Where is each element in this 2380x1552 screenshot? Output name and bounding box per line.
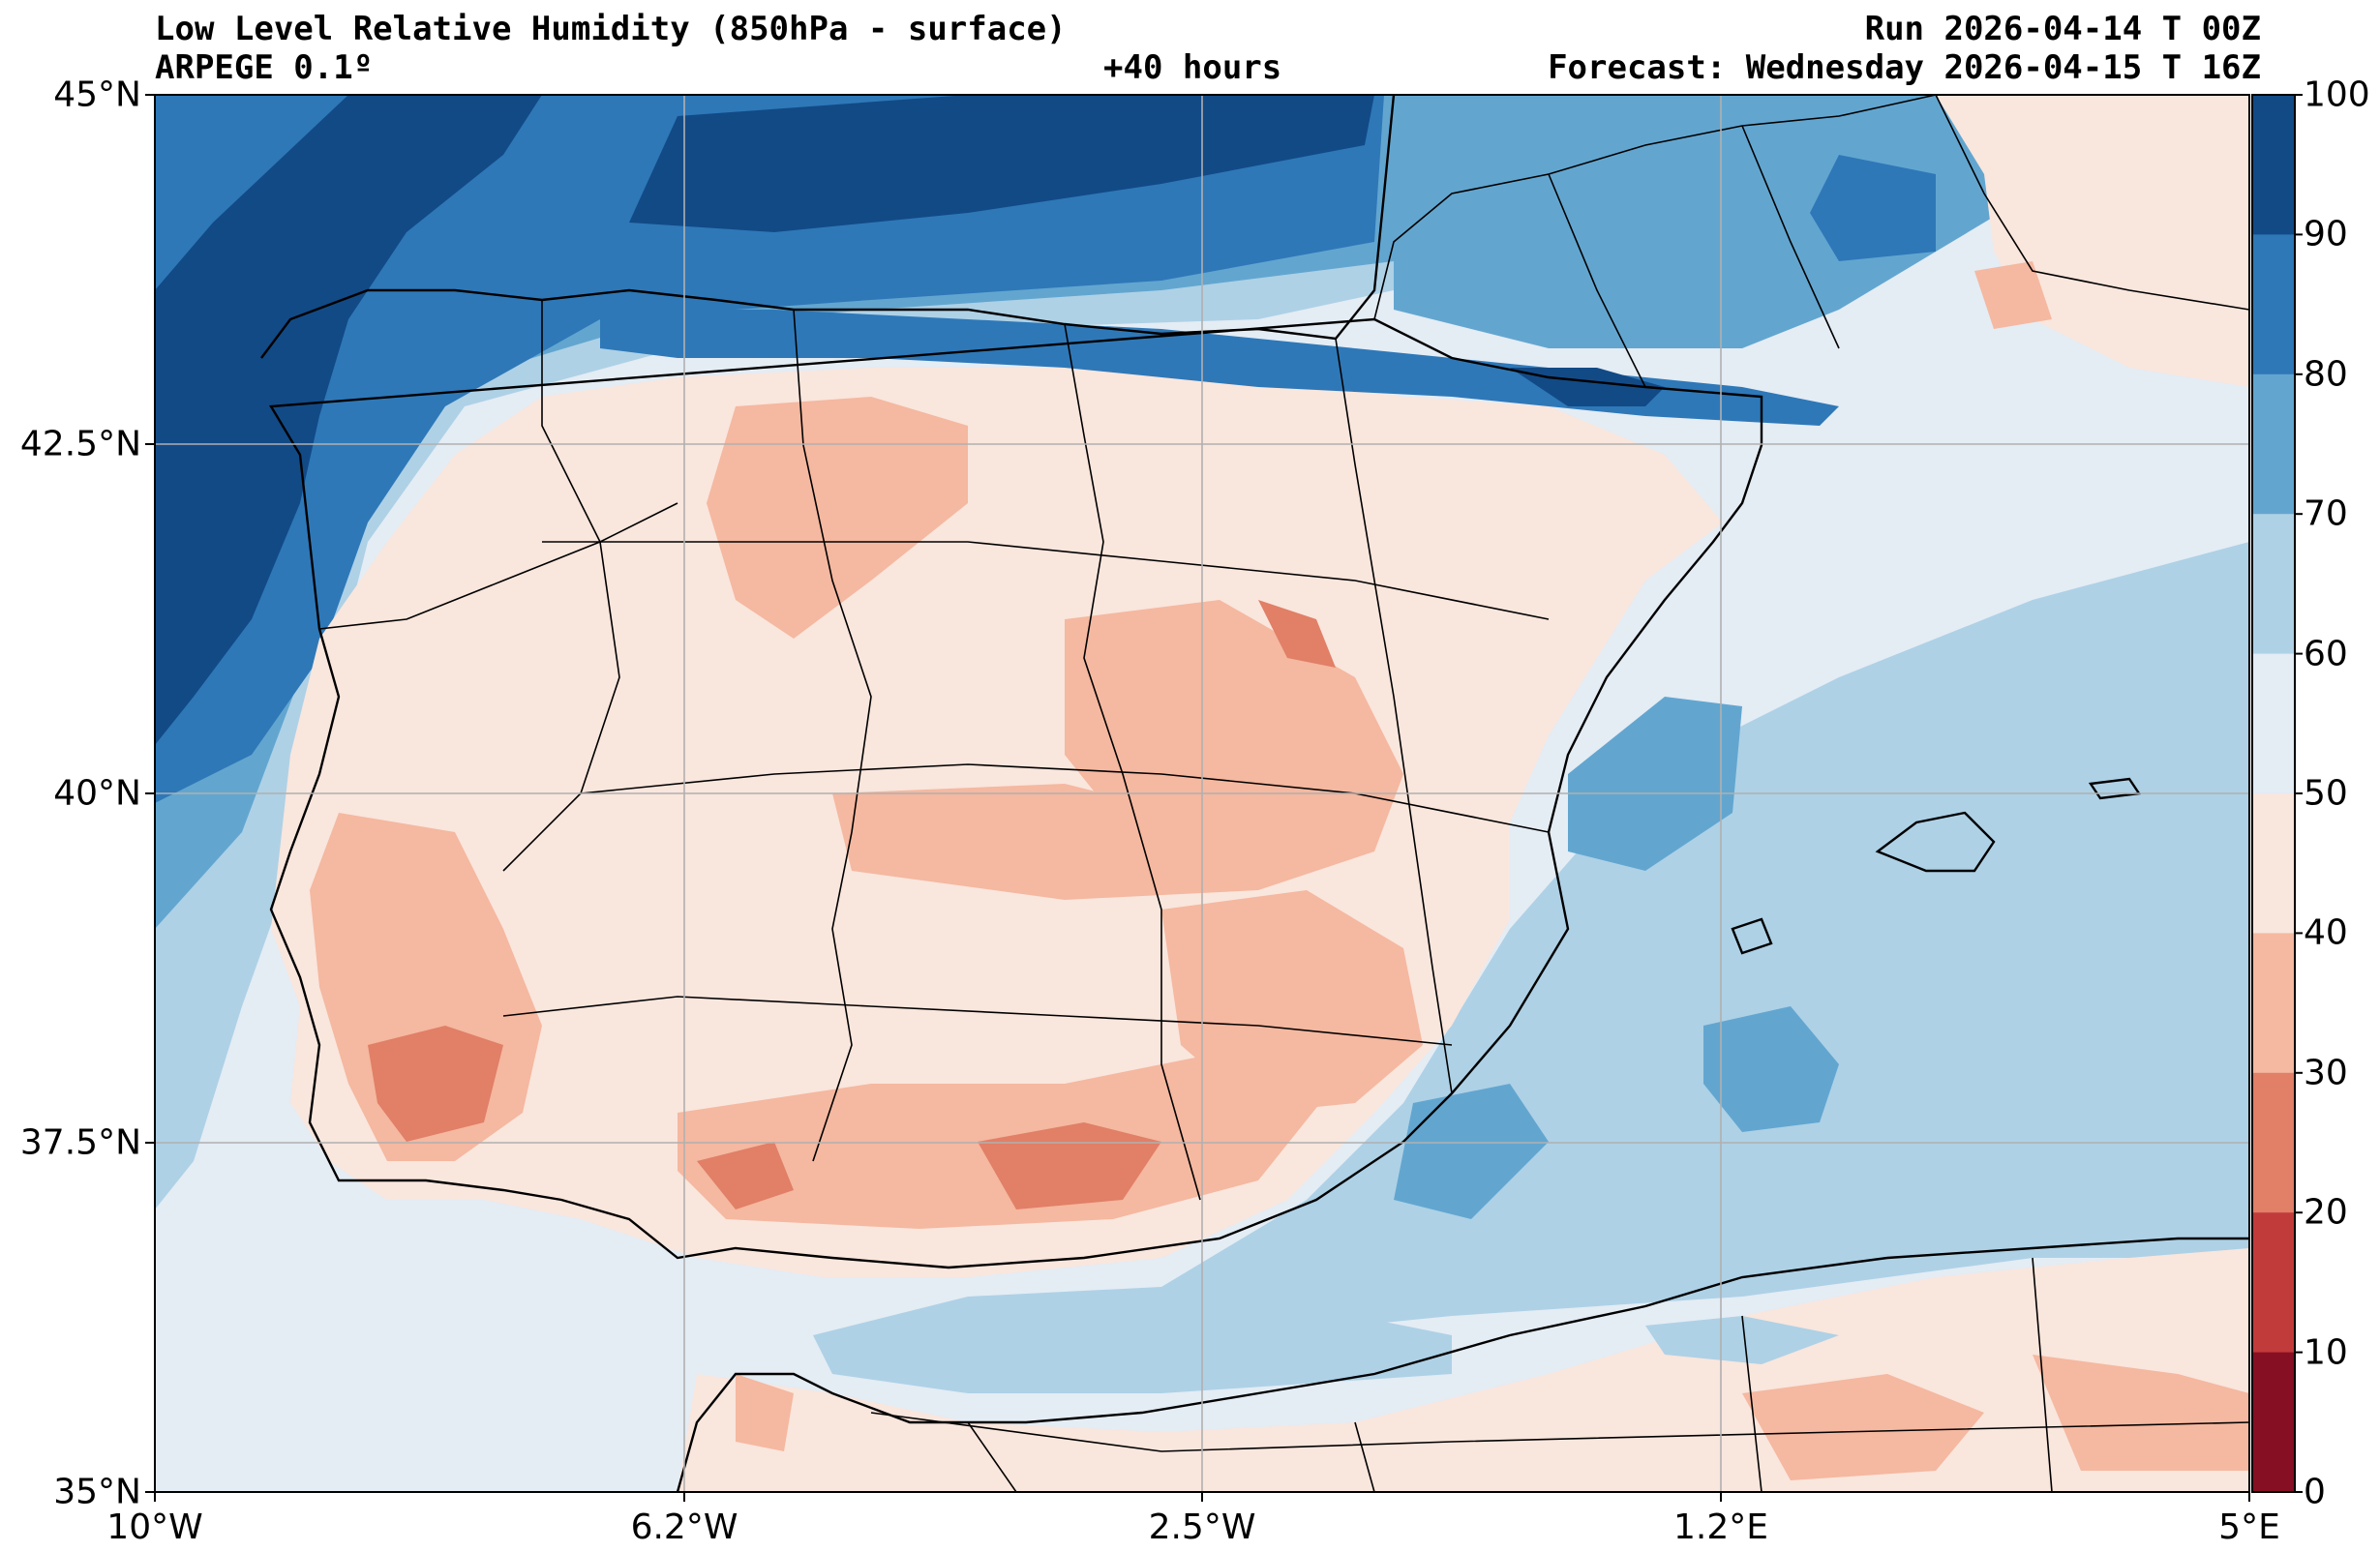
- colorbar-tick-label: 90: [2304, 214, 2348, 254]
- colorbar-segment: [2252, 95, 2295, 235]
- interior-dry-30-40: [707, 397, 968, 639]
- colorbar-segment: [2252, 234, 2295, 375]
- colorbar-tick-label: 40: [2304, 912, 2348, 953]
- pyrenees-band-80: [600, 310, 1839, 426]
- north-africa-dry-30b: [2033, 1355, 2249, 1471]
- colorbar-tick-label: 30: [2304, 1053, 2348, 1093]
- ibiza-coastline: [1731, 917, 1773, 955]
- france-south-dry: [1936, 95, 2249, 387]
- boundary-line: [580, 763, 1550, 833]
- lat-label: 35°N: [53, 1472, 141, 1512]
- biscay-streak-90: [629, 95, 1374, 232]
- colorbar-tick-label: 80: [2304, 354, 2348, 395]
- colorbar-tick-label: 60: [2304, 634, 2348, 674]
- boundary-line: [1741, 1315, 1762, 1492]
- boundary-line: [1064, 323, 1201, 1201]
- boundary-line: [793, 309, 872, 1162]
- colorbar-segment: [2252, 1352, 2295, 1493]
- alboran-sea-70: [813, 1287, 1452, 1393]
- north-africa-dry-30: [1742, 1374, 1984, 1480]
- boundary-line: [2032, 1257, 2053, 1492]
- southeast-dry-30-40: [1161, 890, 1423, 1113]
- lon-label: 5°E: [2218, 1507, 2280, 1547]
- colorbar-segment: [2252, 514, 2295, 655]
- lon-label: 1.2°E: [1673, 1507, 1768, 1547]
- colorbar-tick-label: 10: [2304, 1332, 2348, 1373]
- iberia-coastline: [260, 95, 1763, 1269]
- colorbar-tick-label: 100: [2304, 75, 2370, 115]
- colorbar-segment: [2252, 653, 2295, 794]
- boundary-line: [1935, 95, 2249, 311]
- boundary-line: [502, 996, 1453, 1046]
- colorbar-segment: [2252, 1212, 2295, 1354]
- boundary-line: [502, 300, 620, 872]
- lat-label: 42.5°N: [19, 424, 141, 464]
- colorbar-segment: [2252, 373, 2295, 515]
- humidity-field: [155, 95, 2249, 1492]
- mallorca-coastline: [1875, 811, 1996, 873]
- boundary-line: [1548, 173, 1646, 388]
- boundary-line: [870, 1412, 2249, 1452]
- dry-spot-20-30c: [697, 1142, 794, 1209]
- lat-label: 45°N: [53, 75, 141, 115]
- axis-ticks: [145, 94, 2250, 1502]
- coastlines: [260, 95, 2249, 1492]
- boundary-line: [1335, 338, 1453, 1094]
- forecast-label: Forecast: Wednesday 2026-04-15 T 16Z: [1548, 48, 2261, 87]
- france-south-dry-30: [1974, 261, 2052, 329]
- lon-label: 6.2°W: [630, 1507, 738, 1547]
- colorbar-segment: [2252, 1072, 2295, 1213]
- atlantic-band-90: [155, 95, 542, 745]
- boundary-line: [1354, 1421, 1375, 1492]
- colorbar-segment: [2252, 933, 2295, 1074]
- atlas-moist-70: [1645, 1316, 1839, 1364]
- colorbar: [2251, 94, 2303, 1493]
- lat-label: 37.5°N: [19, 1122, 141, 1163]
- colorbar-segment: [2252, 793, 2295, 934]
- interior-dry-30-40c: [832, 784, 1258, 900]
- map-title: Low Level Relative Humidity (850hPa - su…: [155, 10, 1067, 48]
- med-core-80b: [1568, 697, 1742, 871]
- dry-spot-20-30d: [1258, 600, 1336, 668]
- model-label: ARPEGE 0.1º: [155, 48, 374, 87]
- france-80: [1810, 155, 1936, 261]
- north-africa-dry-30c: [736, 1374, 794, 1451]
- lat-label: 40°N: [53, 773, 141, 814]
- boundary-line: [318, 502, 678, 630]
- dry-spot-20-30: [368, 1026, 503, 1142]
- lon-label: 2.5°W: [1148, 1507, 1256, 1547]
- colorbar-tick-label: 20: [2304, 1192, 2348, 1233]
- france-70: [1394, 95, 2033, 348]
- graticule: [155, 95, 2249, 1492]
- run-label: Run 2026-04-14 T 00Z: [1864, 10, 2261, 48]
- dry-spot-20-30b: [978, 1122, 1161, 1209]
- africa-coastline: [676, 1237, 2249, 1492]
- lon-label: 10°W: [106, 1507, 203, 1547]
- med-core-80c: [1394, 1084, 1549, 1219]
- boundary-line: [542, 541, 1550, 620]
- colorbar-tick-label: 50: [2304, 773, 2348, 814]
- med-core-80: [1703, 1006, 1839, 1132]
- colorbar-tick-label: 0: [2304, 1472, 2326, 1512]
- boundary-line: [1741, 125, 1840, 349]
- boundary-line: [1373, 95, 1937, 320]
- colorbar-tick-label: 70: [2304, 493, 2348, 534]
- boundary-line: [967, 1421, 1017, 1492]
- admin-boundaries: [318, 95, 2249, 1492]
- lead-time-label: +40 hours: [1103, 48, 1282, 87]
- atlantic-band-80: [155, 95, 1384, 803]
